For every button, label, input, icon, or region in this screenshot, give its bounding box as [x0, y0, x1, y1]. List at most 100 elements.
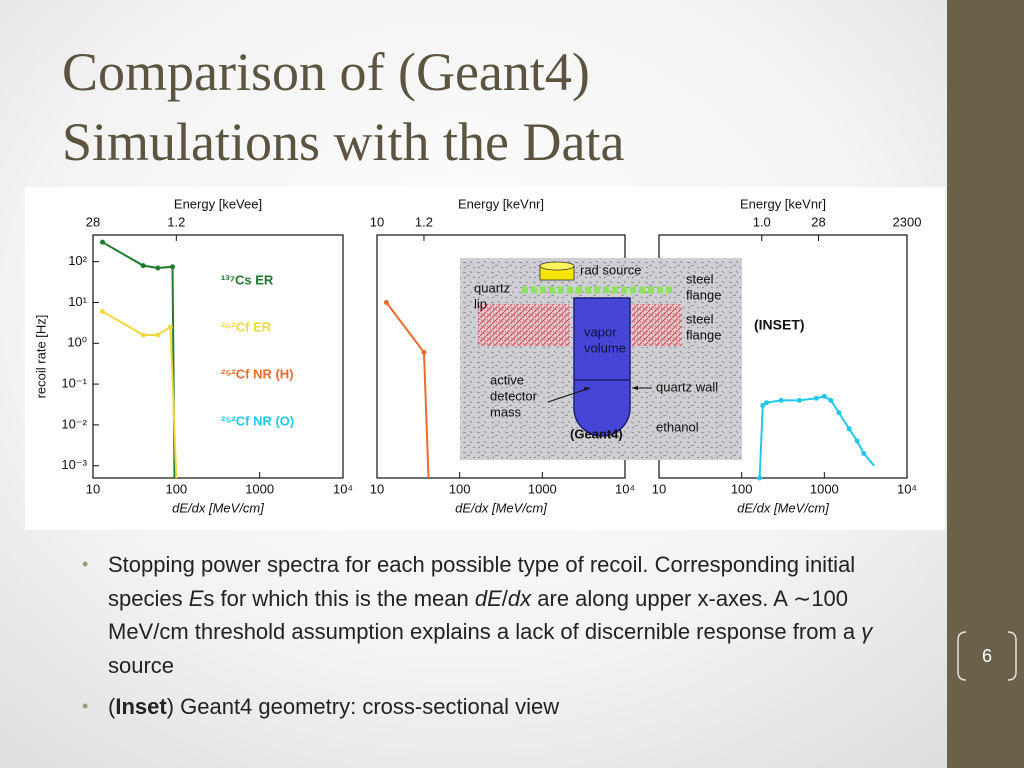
bullet-text: E: [188, 585, 204, 611]
rad-source-top: [539, 261, 575, 271]
x2-tick-label: 2300: [893, 214, 922, 229]
inset-label: quartz: [474, 280, 510, 295]
bullet-text: Stopping power spectra for each possible…: [108, 552, 856, 611]
inset-label: vapor: [584, 324, 617, 339]
y-tick-label: 10²: [68, 253, 87, 268]
x-tick-label: 10: [86, 481, 100, 496]
inset-label: (Geant4): [570, 426, 623, 441]
series-point: [421, 349, 427, 355]
series-point: [828, 397, 834, 403]
bullet-text: ) Geant4 geometry: cross-sectional view: [166, 694, 560, 719]
inset-diagram: rad sourcequartzlipsteelflangesteelflang…: [460, 258, 742, 460]
series-point: [796, 397, 802, 403]
steel-flange-shape: [632, 304, 682, 346]
x2-tick-label: 1.2: [167, 214, 185, 229]
series-point: [383, 299, 389, 305]
title-line: Comparison of (Geant4): [62, 42, 590, 102]
inset-label: steel: [686, 271, 714, 286]
y-tick-label: 10⁻¹: [61, 376, 87, 391]
inset-label: ethanol: [656, 419, 699, 434]
bullet-text: /: [501, 585, 508, 611]
bullet-text: (: [108, 694, 116, 719]
x-tick-label: 1000: [528, 481, 557, 496]
bullet-text: dx: [507, 585, 532, 611]
y-axis-title: recoil rate [Hz]: [33, 315, 48, 399]
bullet-text: Inset: [115, 694, 167, 719]
inset-label: quartz wall: [656, 379, 718, 394]
series-point: [170, 264, 176, 270]
y-tick-label: 10⁰: [67, 335, 87, 350]
x-tick-label: 10: [652, 481, 666, 496]
y-tick-label: 10⁻²: [61, 416, 87, 431]
legend-entry: ¹³⁷Cs ER: [221, 272, 274, 287]
series-point: [757, 475, 763, 481]
steel-flange-shape: [478, 304, 570, 346]
series-point: [778, 397, 784, 403]
bullet-text: s for which this is the mean: [203, 585, 475, 611]
x2-tick-label: 10: [370, 214, 384, 229]
series-point: [167, 324, 173, 330]
inset-label: detector: [490, 388, 538, 403]
series-point: [140, 332, 146, 338]
series-point: [813, 395, 819, 401]
series-point: [846, 426, 852, 432]
series-point: [99, 239, 105, 245]
bullet-text: source: [108, 652, 175, 678]
bullet: (Inset) Geant4 geometry: cross-sectional…: [80, 690, 900, 724]
series-point: [821, 393, 827, 399]
x2-tick-label: 1.2: [415, 214, 433, 229]
series-point: [155, 265, 161, 271]
vapor-volume-shape: [573, 297, 631, 437]
x-axis-title: dE/dx [MeV/cm]: [172, 500, 264, 515]
x-tick-label: 1000: [245, 481, 274, 496]
plot-frame: [92, 234, 344, 479]
bullet-text: γ: [861, 619, 873, 644]
annotation: (INSET): [754, 317, 805, 333]
x-axis-title: dE/dx [MeV/cm]: [455, 500, 547, 515]
x-tick-label: 100: [731, 481, 753, 496]
x2-tick-label: 28: [811, 214, 825, 229]
bullet-list: Stopping power spectra for each possible…: [80, 548, 900, 732]
inset-label: flange: [686, 287, 721, 302]
y-tick-label: 10⁻³: [61, 457, 87, 472]
inset-label: mass: [490, 404, 522, 419]
legend-entry: ²⁵²Cf ER: [221, 319, 272, 334]
series-point: [861, 450, 867, 456]
series-point: [760, 402, 766, 408]
x2-axis-title: Energy [keVnr]: [740, 196, 826, 211]
x-tick-label: 10⁴: [897, 481, 917, 496]
series-point: [99, 309, 105, 315]
inset-label: active: [490, 372, 524, 387]
series-point: [155, 332, 161, 338]
x2-tick-label: 1.0: [753, 214, 771, 229]
x-tick-label: 10⁴: [333, 481, 353, 496]
inset-label: flange: [686, 327, 721, 342]
x2-axis-title: Energy [keVee]: [174, 196, 262, 211]
inset-label: lip: [474, 296, 487, 311]
x2-axis-title: Energy [keVnr]: [458, 196, 544, 211]
bullet: Stopping power spectra for each possible…: [80, 548, 900, 682]
legend-entry: ²⁵²Cf NR (H): [221, 366, 294, 381]
page-number: 6: [982, 646, 992, 666]
x-tick-label: 1000: [810, 481, 839, 496]
x-tick-label: 100: [165, 481, 187, 496]
inset-label: steel: [686, 311, 714, 326]
inset-label: volume: [584, 340, 626, 355]
bullet-text: dE: [474, 585, 502, 611]
title-line: Simulations with the Data: [62, 112, 624, 172]
sidebar: [947, 0, 1024, 768]
series-point: [836, 410, 842, 416]
x-tick-label: 10: [370, 481, 384, 496]
x-axis-title: dE/dx [MeV/cm]: [737, 500, 829, 515]
bullet-text: are along upper x-axes. A ∼100 MeV/cm th…: [108, 585, 862, 645]
x-tick-label: 10⁴: [615, 481, 635, 496]
y-tick-label: 10¹: [68, 294, 87, 309]
x2-tick-label: 28: [86, 214, 100, 229]
charts: 10 100 1000 10⁴ 28 1.2 10² 10¹ 10⁰ 10⁻¹ 10⁻² 10⁻³ dE…: [33, 196, 921, 515]
page-number-frame: [957, 631, 1017, 681]
series-point: [140, 263, 146, 269]
x-tick-label: 100: [449, 481, 471, 496]
